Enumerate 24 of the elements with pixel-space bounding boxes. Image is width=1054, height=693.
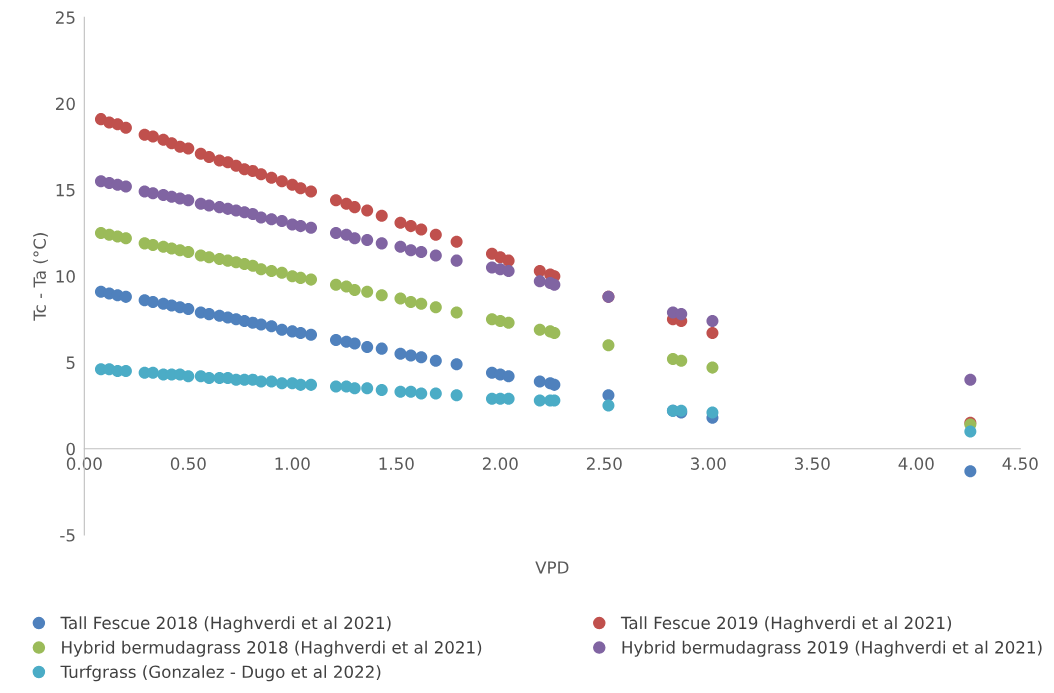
y-tick-label: 10: [56, 270, 75, 283]
y-tick-label: 20: [56, 97, 75, 111]
legend-label: Tall Fescue 2018 (Haghverdi et al 2021): [60, 616, 391, 633]
y-tick-label: 25: [56, 11, 75, 24]
x-tick-label: 0.50: [170, 457, 206, 470]
y-tick-label: 5: [66, 356, 75, 370]
legend-label: Hybrid bermudagrass 2019 (Haghverdi et al 2021): [622, 640, 1042, 657]
x-tick-label: 3.00: [691, 457, 726, 470]
y-tick-label: -5: [60, 529, 75, 542]
x-tick-label: 1.00: [275, 457, 310, 470]
x-axis-title: VPD: [535, 561, 569, 574]
legend-label: Hybrid bermudagrass 2018 (Haghverdi et al 2021): [62, 640, 482, 657]
x-tick-label: 2.50: [586, 457, 622, 470]
x-tick-label: 1.50: [379, 457, 414, 470]
legend-label: Turfgrass (Gonzalez - Dugo et al 2022): [60, 665, 381, 682]
y-tick-label: 0: [66, 442, 75, 456]
x-tick-label: 0.00: [66, 457, 102, 470]
legend-label: Tall Fescue 2019 (Haghverdi et al 2021): [620, 616, 952, 633]
x-tick-label: 4.00: [898, 457, 934, 470]
x-tick-label: 2.00: [482, 457, 518, 470]
x-tick-label: 4.50: [1002, 457, 1038, 470]
y-axis-title: Tc - Ta (°C): [33, 233, 48, 321]
x-tick-label: 3.50: [795, 457, 830, 470]
y-tick-label: 15: [56, 184, 75, 197]
